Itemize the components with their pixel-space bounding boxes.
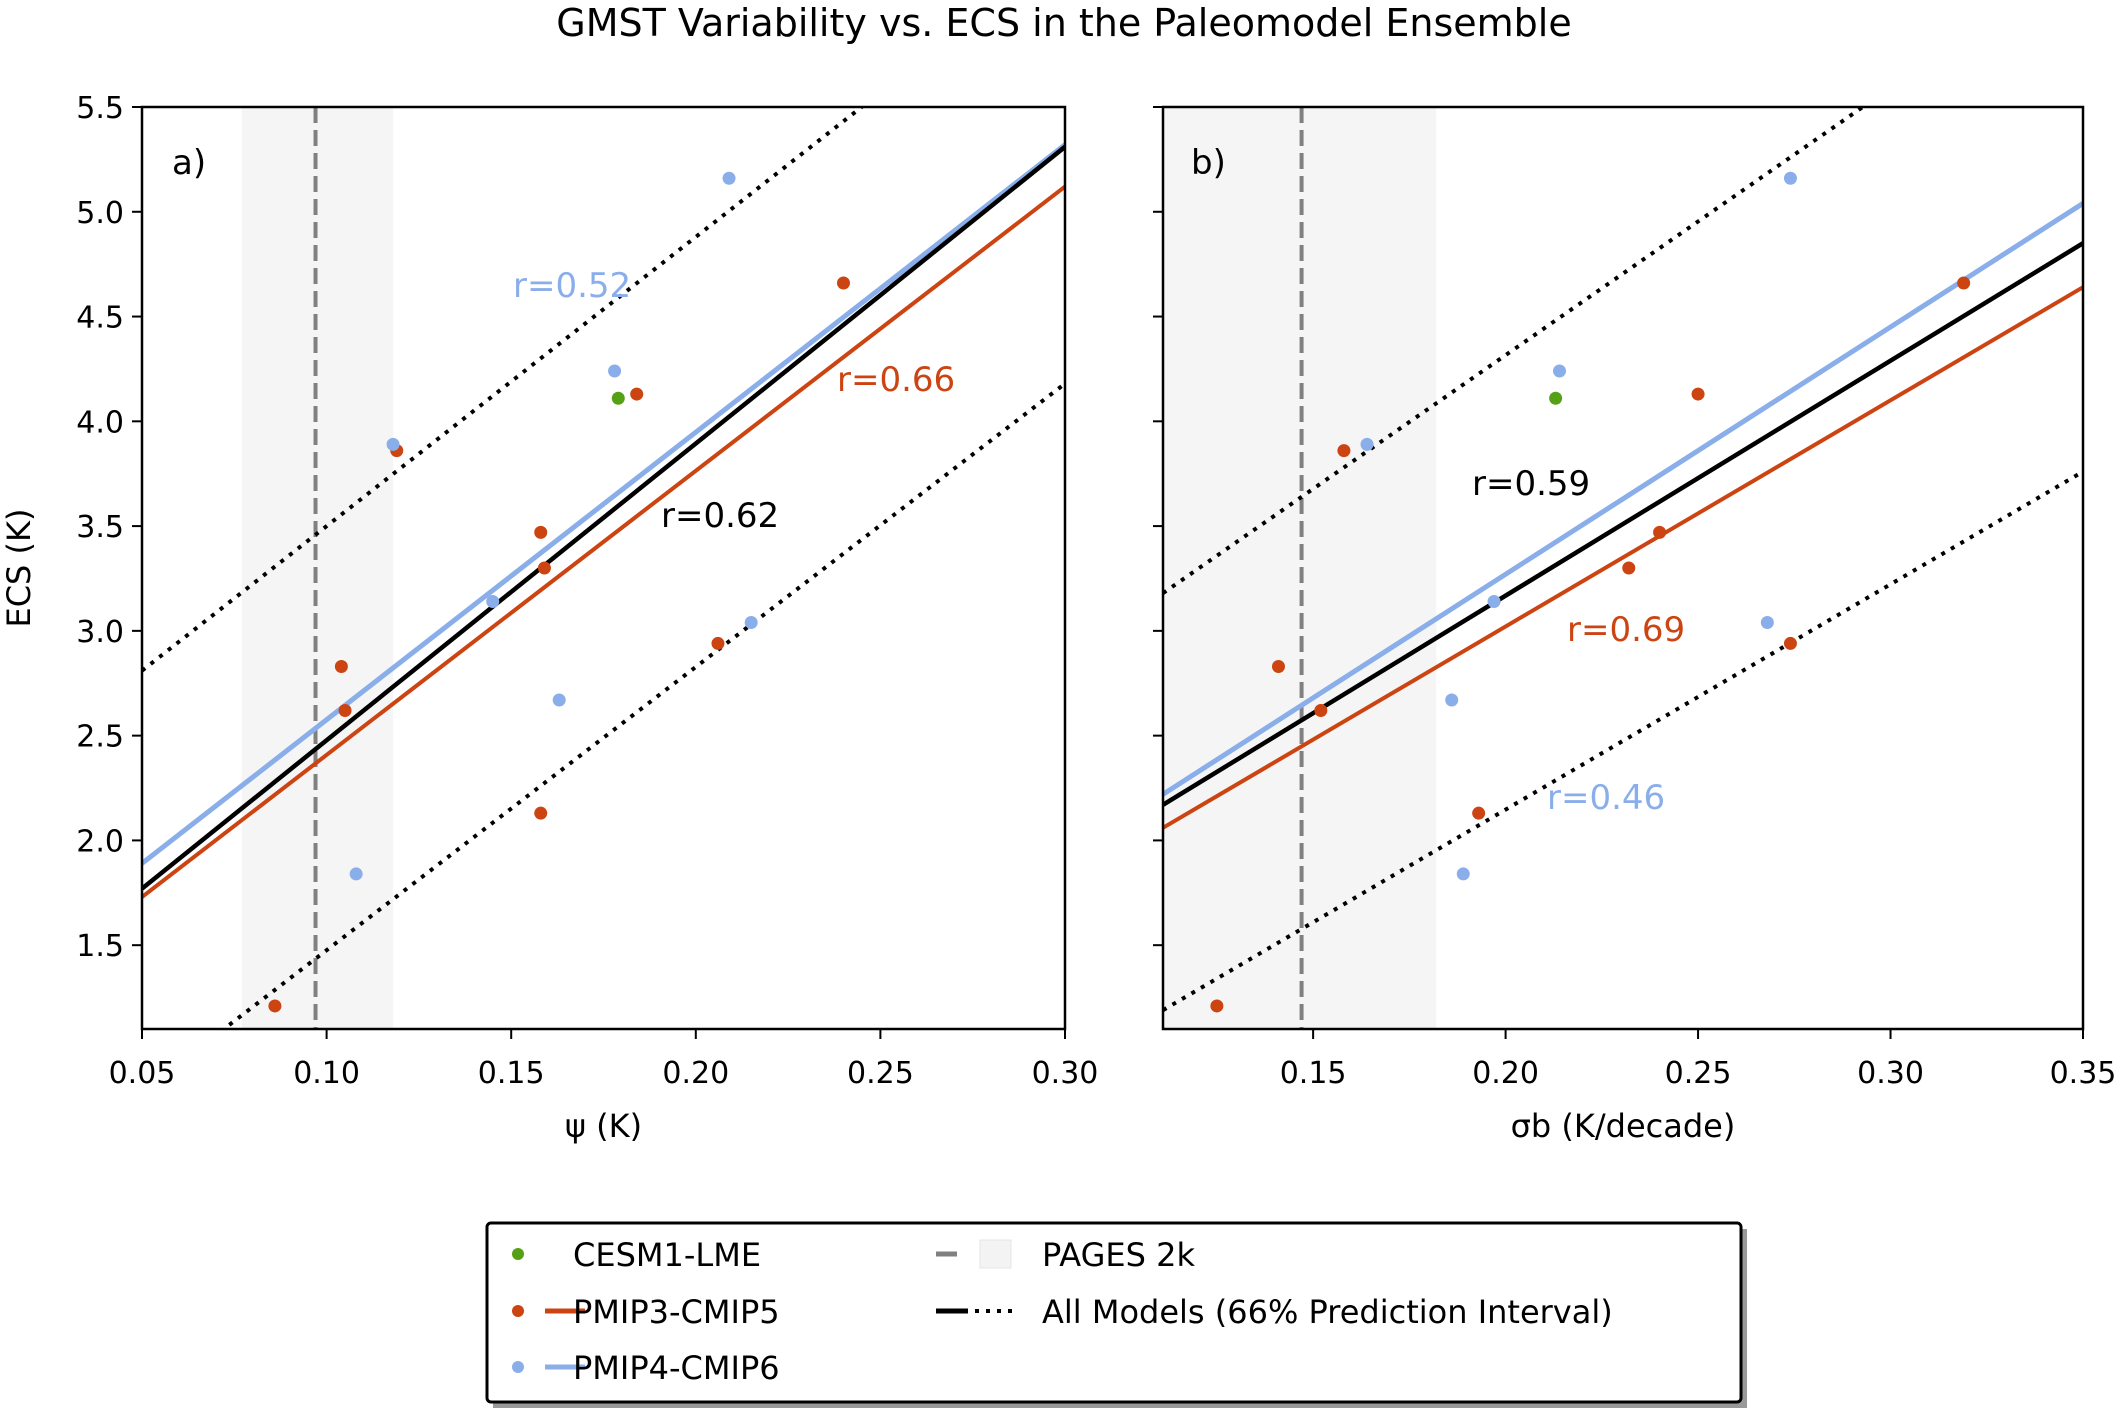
x-tick-label: 0.20	[1472, 1056, 1539, 1091]
data-point-pmip3-cmip5	[338, 703, 352, 717]
data-point-pmip3-cmip5	[1210, 999, 1224, 1013]
data-point-pmip3-cmip5	[268, 999, 282, 1013]
data-point-pmip3-cmip5	[711, 636, 725, 650]
fit-line-pmip3	[142, 185, 1065, 899]
axes-frame	[1161, 105, 2085, 1031]
x-tick-label: 0.25	[1665, 1056, 1732, 1091]
y-axis-label: ECS (K)	[0, 509, 38, 628]
y-tick-label: 4.0	[76, 405, 124, 440]
data-point-pmip3-cmip5	[1271, 659, 1285, 673]
y-tick-label: 1.5	[76, 929, 124, 964]
x-tick-label: 0.20	[662, 1056, 729, 1091]
data-point-pmip3-cmip5	[1314, 703, 1328, 717]
panel-label: a)	[172, 143, 206, 183]
x-tick-label: 0.30	[1032, 1056, 1099, 1091]
data-point-pmip4-cmip6	[1783, 171, 1797, 185]
data-point-pmip4-cmip6	[608, 364, 622, 378]
r-label-pmip4: r=0.52	[513, 266, 631, 306]
data-point-cesm1-lme	[1549, 391, 1563, 405]
data-point-pmip4-cmip6	[744, 615, 758, 629]
fit-line-all-models	[142, 145, 1065, 891]
panel-label: b)	[1191, 143, 1226, 183]
data-point-pmip3-cmip5	[1472, 806, 1486, 820]
data-point-pmip3-cmip5	[534, 525, 548, 539]
y-tick-label: 4.5	[76, 301, 124, 336]
data-point-pmip4-cmip6	[386, 437, 400, 451]
y-tick-label: 2.0	[76, 824, 124, 859]
legend-pages-band	[979, 1239, 1012, 1269]
data-point-pmip4-cmip6	[1487, 595, 1501, 609]
chart-title: GMST Variability vs. ECS in the Paleomod…	[556, 1, 1571, 45]
x-axis-label: σb (K/decade)	[1511, 1107, 1736, 1145]
data-point-pmip4-cmip6	[1445, 693, 1459, 707]
prediction-interval-lower	[220, 382, 1065, 1029]
data-point-pmip3-cmip5	[537, 561, 551, 575]
data-point-pmip3-cmip5	[1337, 444, 1351, 458]
legend-label-pmip4: PMIP4-CMIP6	[573, 1349, 780, 1387]
y-tick-label: 2.5	[76, 720, 124, 755]
data-point-cesm1-lme	[611, 391, 625, 405]
r-label-pmip3: r=0.66	[837, 360, 955, 400]
prediction-interval-lower	[1163, 469, 2083, 1012]
x-tick-label: 0.30	[1857, 1056, 1924, 1091]
data-point-pmip4-cmip6	[552, 693, 566, 707]
r-label-all-models: r=0.62	[661, 496, 779, 536]
plot-area	[1163, 107, 2083, 1029]
plot-area	[142, 107, 1065, 1029]
data-point-pmip4-cmip6	[1456, 867, 1470, 881]
legend-label-all: All Models (66% Prediction Interval)	[1042, 1293, 1613, 1331]
data-point-pmip4-cmip6	[722, 171, 736, 185]
legend: CESM1-LME PMIP3-CMIP5 PMIP4-CMIP6 PAGES …	[485, 1221, 1747, 1408]
data-point-pmip4-cmip6	[1552, 364, 1566, 378]
x-tick-label: 0.15	[478, 1056, 545, 1091]
data-point-pmip3-cmip5	[1957, 276, 1971, 290]
data-point-pmip4-cmip6	[349, 867, 363, 881]
data-point-pmip3-cmip5	[1691, 387, 1705, 401]
data-point-pmip3-cmip5	[1653, 525, 1667, 539]
fit-line-pmip4	[1163, 201, 2083, 797]
data-point-pmip4-cmip6	[486, 595, 500, 609]
y-tick-label: 5.0	[76, 196, 124, 231]
data-point-pmip3-cmip5	[1622, 561, 1636, 575]
x-tick-label: 0.25	[847, 1056, 914, 1091]
panel-b: r=0.69 r=0.46 r=0.59 b) 0.15 0.20 0.25 0.30 0.35…	[1153, 105, 2117, 1145]
legend-label-cesm: CESM1-LME	[573, 1236, 761, 1274]
y-tick-label: 5.5	[76, 91, 124, 126]
x-tick-label: 0.35	[2050, 1056, 2117, 1091]
x-tick-label: 0.10	[293, 1056, 360, 1091]
legend-box	[485, 1221, 1743, 1404]
axes-frame	[140, 105, 1067, 1031]
panel-a: r=0.66 r=0.52 r=0.62 a) 0.05 0.10 0.15 0.20 0.25…	[0, 91, 1099, 1145]
x-axis-label: ψ (K)	[565, 1107, 642, 1145]
data-point-pmip3-cmip5	[334, 659, 348, 673]
x-tick-label: 0.05	[109, 1056, 176, 1091]
data-point-pmip3-cmip5	[1783, 636, 1797, 650]
r-label-pmip4: r=0.46	[1547, 778, 1665, 818]
prediction-interval-upper	[142, 107, 865, 673]
data-point-pmip3-cmip5	[630, 387, 644, 401]
data-point-pmip3-cmip5	[836, 276, 850, 290]
data-point-pmip4-cmip6	[1760, 615, 1774, 629]
x-tick-label: 0.15	[1280, 1056, 1347, 1091]
legend-label-pmip3: PMIP3-CMIP5	[573, 1293, 780, 1331]
data-point-pmip4-cmip6	[1360, 437, 1374, 451]
legend-label-pages: PAGES 2k	[1042, 1236, 1195, 1274]
y-tick-label: 3.5	[76, 510, 124, 545]
fit-line-pmip4	[142, 142, 1065, 866]
legend-pmip4-marker	[512, 1361, 524, 1373]
data-point-pmip3-cmip5	[534, 806, 548, 820]
y-tick-label: 3.0	[76, 615, 124, 650]
r-label-pmip3: r=0.69	[1567, 610, 1685, 650]
fit-line-pmip3	[1163, 285, 2083, 830]
r-label-all-models: r=0.59	[1472, 464, 1590, 504]
legend-pmip3-marker	[512, 1305, 524, 1317]
legend-cesm-marker	[512, 1248, 524, 1260]
